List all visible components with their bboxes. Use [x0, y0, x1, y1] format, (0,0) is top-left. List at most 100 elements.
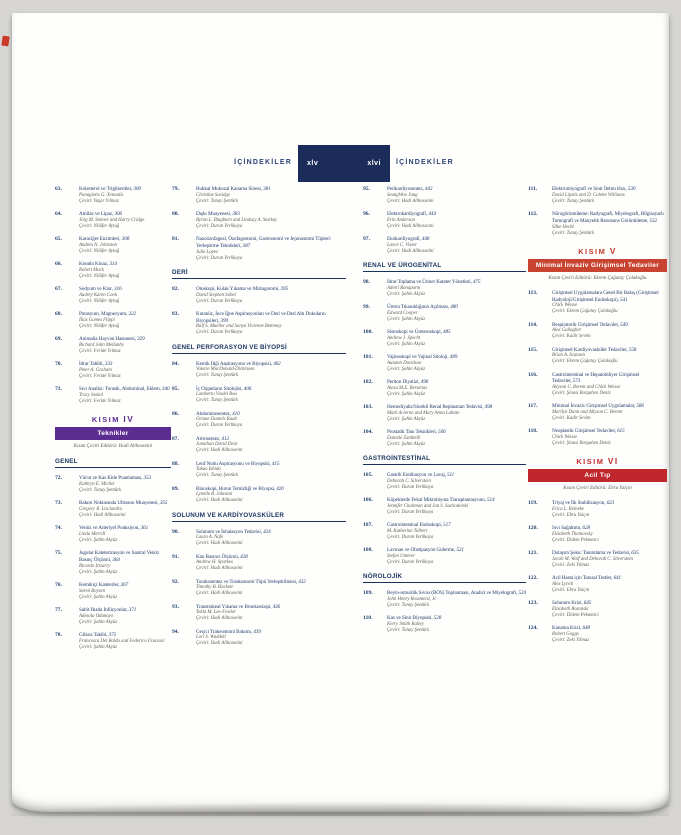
part-title-bar: Acil Tıp — [528, 469, 667, 483]
toc-entry-68: 68. Potasyum, Magnezyum, 322 İlias Gomes F… — [55, 311, 171, 330]
entry-page-number: 498 — [484, 404, 493, 410]
part-numeral: IV — [123, 415, 135, 424]
entry-title: Elektrokardiyografi, 444 — [387, 211, 436, 217]
entry-number: 121. — [528, 550, 538, 557]
entry-body: Lavman ve Obstipasyon Giderme, 521 Stefan… — [387, 547, 526, 566]
entry-translator: Çeviri: Ebru Yalçın — [552, 513, 590, 519]
entry-title: Kanama Krizi, 648 — [552, 625, 590, 632]
entry-number: 85. — [172, 385, 179, 392]
toc-entry-99: 99. Üretra Tıkanıklığının Açılması, 480 Ed… — [363, 304, 526, 323]
entry-page-number: 432 — [298, 578, 306, 585]
entry-authors: Marilyn Dunn and Allyson C. Berent — [552, 410, 623, 415]
entry-translator: Çeviri: Şahin Akyüz — [387, 366, 426, 372]
entry-body: Elektromiyografi ve Sinir İletim Hızı, 5… — [552, 186, 667, 205]
entry-body: Potasyum, Magnezyum, 322 İlias Gomes Flip… — [79, 311, 171, 330]
part-block: KISIM VI Acil Tıp Kısım Çeviri Editörü: Eb… — [528, 457, 667, 491]
toc-entry-64: 64. Amilaz ve Lipaz, 306 Jörg M. Steiner a… — [55, 211, 171, 230]
entry-translator: Çeviri: Duran Yerlikaya — [387, 559, 434, 565]
entry-number: 77. — [55, 606, 62, 613]
entry-page-number: 306 — [114, 211, 122, 217]
entry-body: Kemikiçi Kateterler, 367 Søren Boysen Çevi… — [79, 582, 171, 601]
entry-body: Elektrokardiyografi, 444 Erin Anderson Çev… — [387, 211, 526, 230]
entry-number: 95. — [363, 186, 370, 192]
entry-translator: Çeviri: Feride Yılmaz — [79, 348, 121, 354]
entry-page-number: 623 — [606, 500, 615, 507]
page-number-box: xlv xlvi — [298, 145, 390, 182]
entry-title: İdrar Toplama ve Üriner Kateter Yönetimi… — [387, 279, 481, 285]
entry-number: 120. — [528, 525, 538, 532]
entry-title: Nazoözofageal, Özofagostomi, Gastrostomi… — [196, 236, 332, 249]
entry-translator: Çeviri: Duran Yerlikaya — [196, 255, 243, 261]
section-header: DERİ — [172, 269, 346, 279]
toc-entry-88: 88. Lenf Nodu Aspirasyonu ve Biyopsisi, 4… — [172, 461, 346, 480]
entry-translator: Çeviri: Şahin Akyüz — [79, 619, 118, 625]
entry-page-number: 506 — [438, 429, 446, 435]
entry-body: Gastrointestinal ve Hepatobiliyer Girişi… — [552, 372, 667, 398]
entry-translator: Çeviri: Tunay Şentürk — [552, 230, 595, 236]
toc-entry-97: 97. Ekokardiyografi, 448 Lance C. Visser Çe… — [363, 236, 526, 255]
part-block: KISIM V Minimal İnvaziv Girişimsel Tedavi… — [528, 247, 667, 281]
entry-body: Bukkal Mukozal Kanama Süresi, 381 Christi… — [196, 186, 346, 205]
entry-number: 101. — [363, 354, 373, 360]
entry-authors: Oriane Daniels Raab — [196, 417, 237, 423]
entry-translator: Çeviri: Duran Yerlikaya — [387, 534, 434, 540]
entry-body: Sabit Hızda İnfüzyonlar, 371 Adesola Odun… — [79, 607, 171, 626]
entry-authors: Christine Savidge — [196, 192, 231, 198]
part-editor-line: Kısım Çeviri Editörü: Ebru Yalçın — [563, 486, 632, 492]
entry-number: 89. — [172, 485, 179, 492]
entry-title: Otoskopi, Kulak Yıkama ve Miringotomi, 3… — [196, 285, 289, 292]
entry-body: Artrosentez, 412 Jonathan David Dear Çevir… — [196, 436, 346, 455]
entry-number: 66. — [55, 261, 62, 267]
toc-entry-98: 98. İdrar Toplama ve Üriner Kateter Yönet… — [363, 279, 526, 298]
entry-body: İdrar Toplama ve Üriner Kateter Yönetimi… — [387, 279, 526, 298]
entry-title: Rinoskopi, Burun Temizliği ve Biyopsi, 4… — [196, 485, 284, 492]
entry-authors: Panagiotis G. Xenoulis — [79, 192, 124, 198]
entry-translator: Çeviri: Tunay Şentürk — [196, 198, 239, 204]
entry-body: Torakosentez ve Torakostomi Tüpü Yerleşt… — [196, 579, 346, 598]
toc-entry-121: 121. Dolaşım Şoku: Tanımlama ve Tedavisi,… — [528, 550, 667, 569]
entry-page-number: 428 — [240, 553, 248, 560]
toc-entry-109: 109. Beyin-omurilik Sıvısı (BOS) Toplanma… — [363, 590, 526, 609]
entry-title: İdrar Tahlili, 333 — [79, 361, 113, 367]
entry-translator: Çeviri: Tunay Şentürk — [79, 487, 122, 493]
entry-body: Solunum ve İnhalasyon Tedavisi, 424 Laura… — [196, 529, 346, 548]
entry-authors: Stefan Unterer — [387, 553, 416, 559]
entry-number: 92. — [172, 578, 179, 585]
entry-authors: Kerry Smith Bailey — [387, 621, 424, 627]
entry-page-number: 410 — [232, 410, 240, 417]
entry-page-number: 496 — [420, 379, 429, 385]
entry-page-number: 541 — [620, 296, 628, 303]
toc-entry-72: 72. Vücut ve Kas Kitle Puanlaması, 353 Kat… — [55, 475, 171, 494]
entry-number: 93. — [172, 603, 179, 610]
entry-body: Vajinoskopi ve Vajinal Sitoloji, 489 Autu… — [387, 354, 526, 373]
entry-number: 91. — [172, 553, 179, 560]
entry-translator: Çeviri: Nilüfer Aytuğ — [79, 223, 120, 229]
entry-title: Glikoz Takibi, 375 — [79, 631, 117, 638]
entry-translator: Çeviri: Zeki Yılmaz — [552, 638, 590, 644]
toc-entry-70: 70. İdrar Tahlili, 333 Peter A. Graham Çevi… — [55, 361, 171, 380]
entry-body: Venöz ve Arteriyel Ponksiyon, 361 Linda M… — [79, 525, 171, 544]
entry-body: Kreatin Kinaz, 314 Robert Mack Çeviri: Nil… — [79, 261, 171, 280]
toc-entry-117: 117. Minimal İnvaziv Girişimsel Uygulamal… — [528, 403, 667, 422]
entry-title: Bukkal Mukozal Kanama Süresi, 381 — [196, 186, 271, 192]
entry-page-number: 329 — [137, 336, 145, 342]
entry-title: Sıvı Sağaltımı, 628 — [552, 525, 591, 532]
entry-page-number: 641 — [613, 575, 622, 582]
part-kisim-line: KISIM IV — [91, 415, 135, 424]
entry-page-number: 387 — [242, 242, 251, 249]
entry-authors: Andrea N. Johnston — [79, 242, 117, 248]
entry-page-number: 645 — [583, 600, 592, 607]
toc-entry-92: 92. Torakosentez ve Torakostomi Tüpü Yerl… — [172, 579, 346, 598]
entry-title: Respiratorik Girişimsel Tedaviler, 549 — [552, 321, 628, 328]
entry-body: Kutanöz, İnce İğne Aspirasyonları ve Der… — [196, 311, 346, 337]
entry-page-number: 355 — [159, 500, 168, 506]
toc-column-1: 63. Kolesterol ve Trigliseritler, 300 Pana… — [55, 186, 171, 657]
entry-authors: Richard John Mellanby — [79, 342, 124, 348]
entry-body: Karaciğer Enzimleri, 308 Andrea N. Johnst… — [79, 236, 171, 255]
entry-title: Bakım Noktasında Ultrason Muayenesi, 355 — [79, 500, 168, 506]
entry-number: 65. — [55, 236, 62, 242]
entry-body: Glikoz Takibi, 375 Francesca Del Baldo an… — [79, 632, 171, 651]
entry-translator: Çeviri: Duran Yerlikaya — [196, 330, 243, 336]
toc-entry-95: 95. Perikardiyosentez, 442 SeungWoo Jung Çe… — [363, 186, 526, 205]
toc-entry-66: 66. Kreatin Kinaz, 314 Robert Mack Çeviri: … — [55, 261, 171, 280]
